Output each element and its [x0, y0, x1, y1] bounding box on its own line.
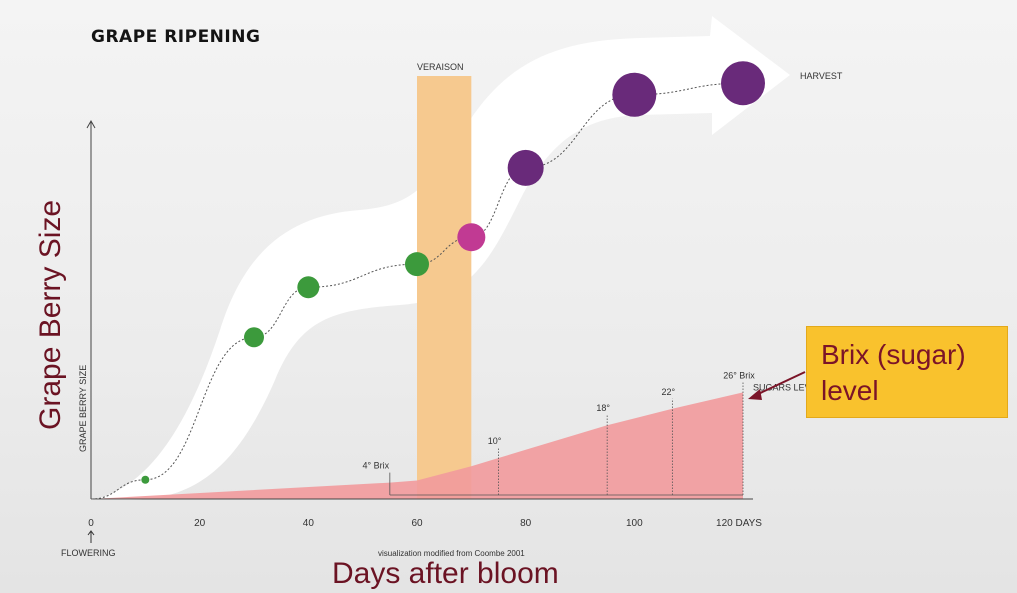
x-tick-label: 100	[626, 518, 643, 529]
berry-dot	[405, 252, 429, 277]
x-tick-label: 80	[520, 518, 532, 529]
berry-dot	[244, 327, 264, 348]
x-axis-label: Days after bloom	[332, 557, 559, 590]
berry-dot	[612, 72, 657, 117]
sugar-marker-label: 4° Brix	[363, 461, 390, 471]
sugar-series-label: SUGARS LEVEL	[753, 382, 822, 392]
berry-dot	[507, 149, 544, 186]
callout-arrow-icon	[748, 389, 762, 400]
brix-callout: Brix (sugar) level	[806, 326, 1008, 418]
y-axis-arrow-icon	[86, 119, 96, 129]
x-tick-label: 20	[194, 518, 206, 529]
x-origin-label: FLOWERING	[61, 548, 116, 558]
source-note: visualization modified from Coombe 2001	[378, 549, 525, 558]
callout-line-1: Brix (sugar)	[821, 339, 966, 370]
berry-dot	[297, 276, 320, 299]
x-tick-label: 60	[411, 518, 423, 529]
y-axis-small-label: GRAPE BERRY SIZE	[78, 365, 88, 452]
callout-line-2: level	[821, 375, 879, 406]
veraison-label: VERAISON	[417, 62, 464, 72]
x-tick-label: 40	[303, 518, 315, 529]
sugar-marker-label: 22°	[662, 387, 676, 397]
berry-dot	[141, 475, 150, 484]
callout-arrow-line	[755, 371, 806, 396]
x-tick-label: 120 DAYS	[716, 518, 762, 529]
sugar-level-area	[91, 392, 743, 499]
berry-growth-curve	[90, 82, 744, 500]
veraison-band	[417, 76, 472, 499]
berry-markers	[141, 61, 765, 484]
harvest-label: HARVEST	[800, 71, 843, 81]
x-tick-label: 0	[88, 518, 94, 529]
berry-dot	[457, 223, 486, 252]
x-tick-labels: 0 20 40 60 80 100 120 DAYS	[88, 518, 762, 529]
sugar-marker-label: 26° Brix	[723, 370, 755, 380]
sugar-marker-label: 10°	[488, 436, 502, 446]
y-axis-label: Grape Berry Size	[34, 200, 67, 430]
flowering-arrow-icon	[87, 530, 95, 543]
chart-title: GRAPE RIPENING	[91, 27, 260, 47]
berry-dot	[721, 61, 765, 106]
sugar-marker-label: 18°	[596, 403, 610, 413]
sugar-markers: 4° Brix 10° 18° 22° 26° Brix	[363, 370, 755, 496]
